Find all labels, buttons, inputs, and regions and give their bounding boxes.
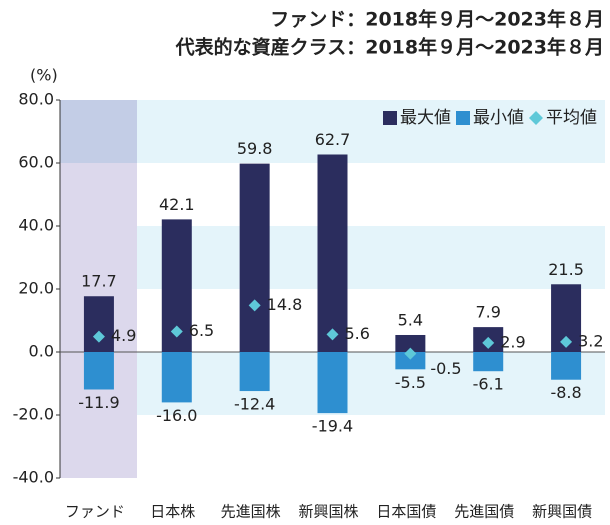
data-label: 5.4 <box>398 310 423 329</box>
legend-swatch <box>529 111 543 125</box>
marker <box>482 336 495 349</box>
y-tick-label: 20.0 <box>18 279 54 298</box>
x-tick-label: 新興国債 <box>532 503 592 521</box>
data-label: -0.5 <box>430 359 461 378</box>
x-tick-label: 日本国債 <box>376 503 436 521</box>
legend-label: 平均値 <box>546 108 597 128</box>
marker <box>404 347 417 360</box>
data-label: -6.1 <box>473 375 504 394</box>
data-label: 3.2 <box>578 331 603 350</box>
marker <box>326 328 339 341</box>
bar <box>239 352 270 392</box>
marker <box>92 330 105 343</box>
x-tick-label: 先進国債 <box>454 503 514 521</box>
x-tick-label: 日本株 <box>150 503 195 521</box>
bar <box>317 154 348 352</box>
data-label: -19.4 <box>312 417 353 436</box>
bar <box>551 352 582 380</box>
data-label: 2.9 <box>500 332 525 351</box>
y-tick-label: 40.0 <box>18 216 54 235</box>
bar <box>473 352 504 372</box>
data-label: -11.9 <box>78 393 119 412</box>
data-label: -12.4 <box>234 395 275 414</box>
data-label: 7.9 <box>475 303 500 322</box>
bar <box>395 334 426 352</box>
y-tick-label: -20.0 <box>13 405 54 424</box>
legend-label: 最大値 <box>400 108 451 128</box>
legend-swatch <box>383 111 397 125</box>
y-axis-label: (%) <box>30 66 58 85</box>
bar <box>395 352 426 370</box>
bar <box>161 352 192 403</box>
data-label: -5.5 <box>395 373 426 392</box>
x-tick-label: ファンド <box>65 503 125 521</box>
bar <box>239 163 270 352</box>
marker <box>170 325 183 338</box>
data-label: 14.8 <box>267 295 303 314</box>
x-tick-label: 新興国株 <box>298 503 358 521</box>
data-label: 21.5 <box>548 260 584 279</box>
data-label: 42.1 <box>159 195 195 214</box>
x-tick-label: 先進国株 <box>221 503 281 521</box>
data-label: -16.0 <box>156 406 197 425</box>
data-label: -8.8 <box>550 383 581 402</box>
bar <box>83 352 114 390</box>
y-tick-label: 0.0 <box>29 342 54 361</box>
data-label: 62.7 <box>315 130 351 149</box>
legend-label: 最小値 <box>473 108 524 128</box>
data-label: 4.9 <box>111 326 136 345</box>
data-label: 6.5 <box>189 321 214 340</box>
chart-subtitle: 代表的な資産クラス：2018年９月～2023年８月 <box>175 36 604 59</box>
bar <box>317 352 348 414</box>
data-label: 59.8 <box>237 139 273 158</box>
marker <box>248 299 261 312</box>
data-label: 17.7 <box>81 272 117 291</box>
y-tick-label: -40.0 <box>13 468 54 487</box>
chart-title: ファンド：2018年９月～2023年８月 <box>270 8 604 31</box>
legend-swatch <box>456 111 470 125</box>
y-tick-label: 80.0 <box>18 90 54 109</box>
y-tick-label: 60.0 <box>18 153 54 172</box>
marker <box>560 335 573 348</box>
bar <box>83 296 114 352</box>
data-label: 5.6 <box>345 324 370 343</box>
